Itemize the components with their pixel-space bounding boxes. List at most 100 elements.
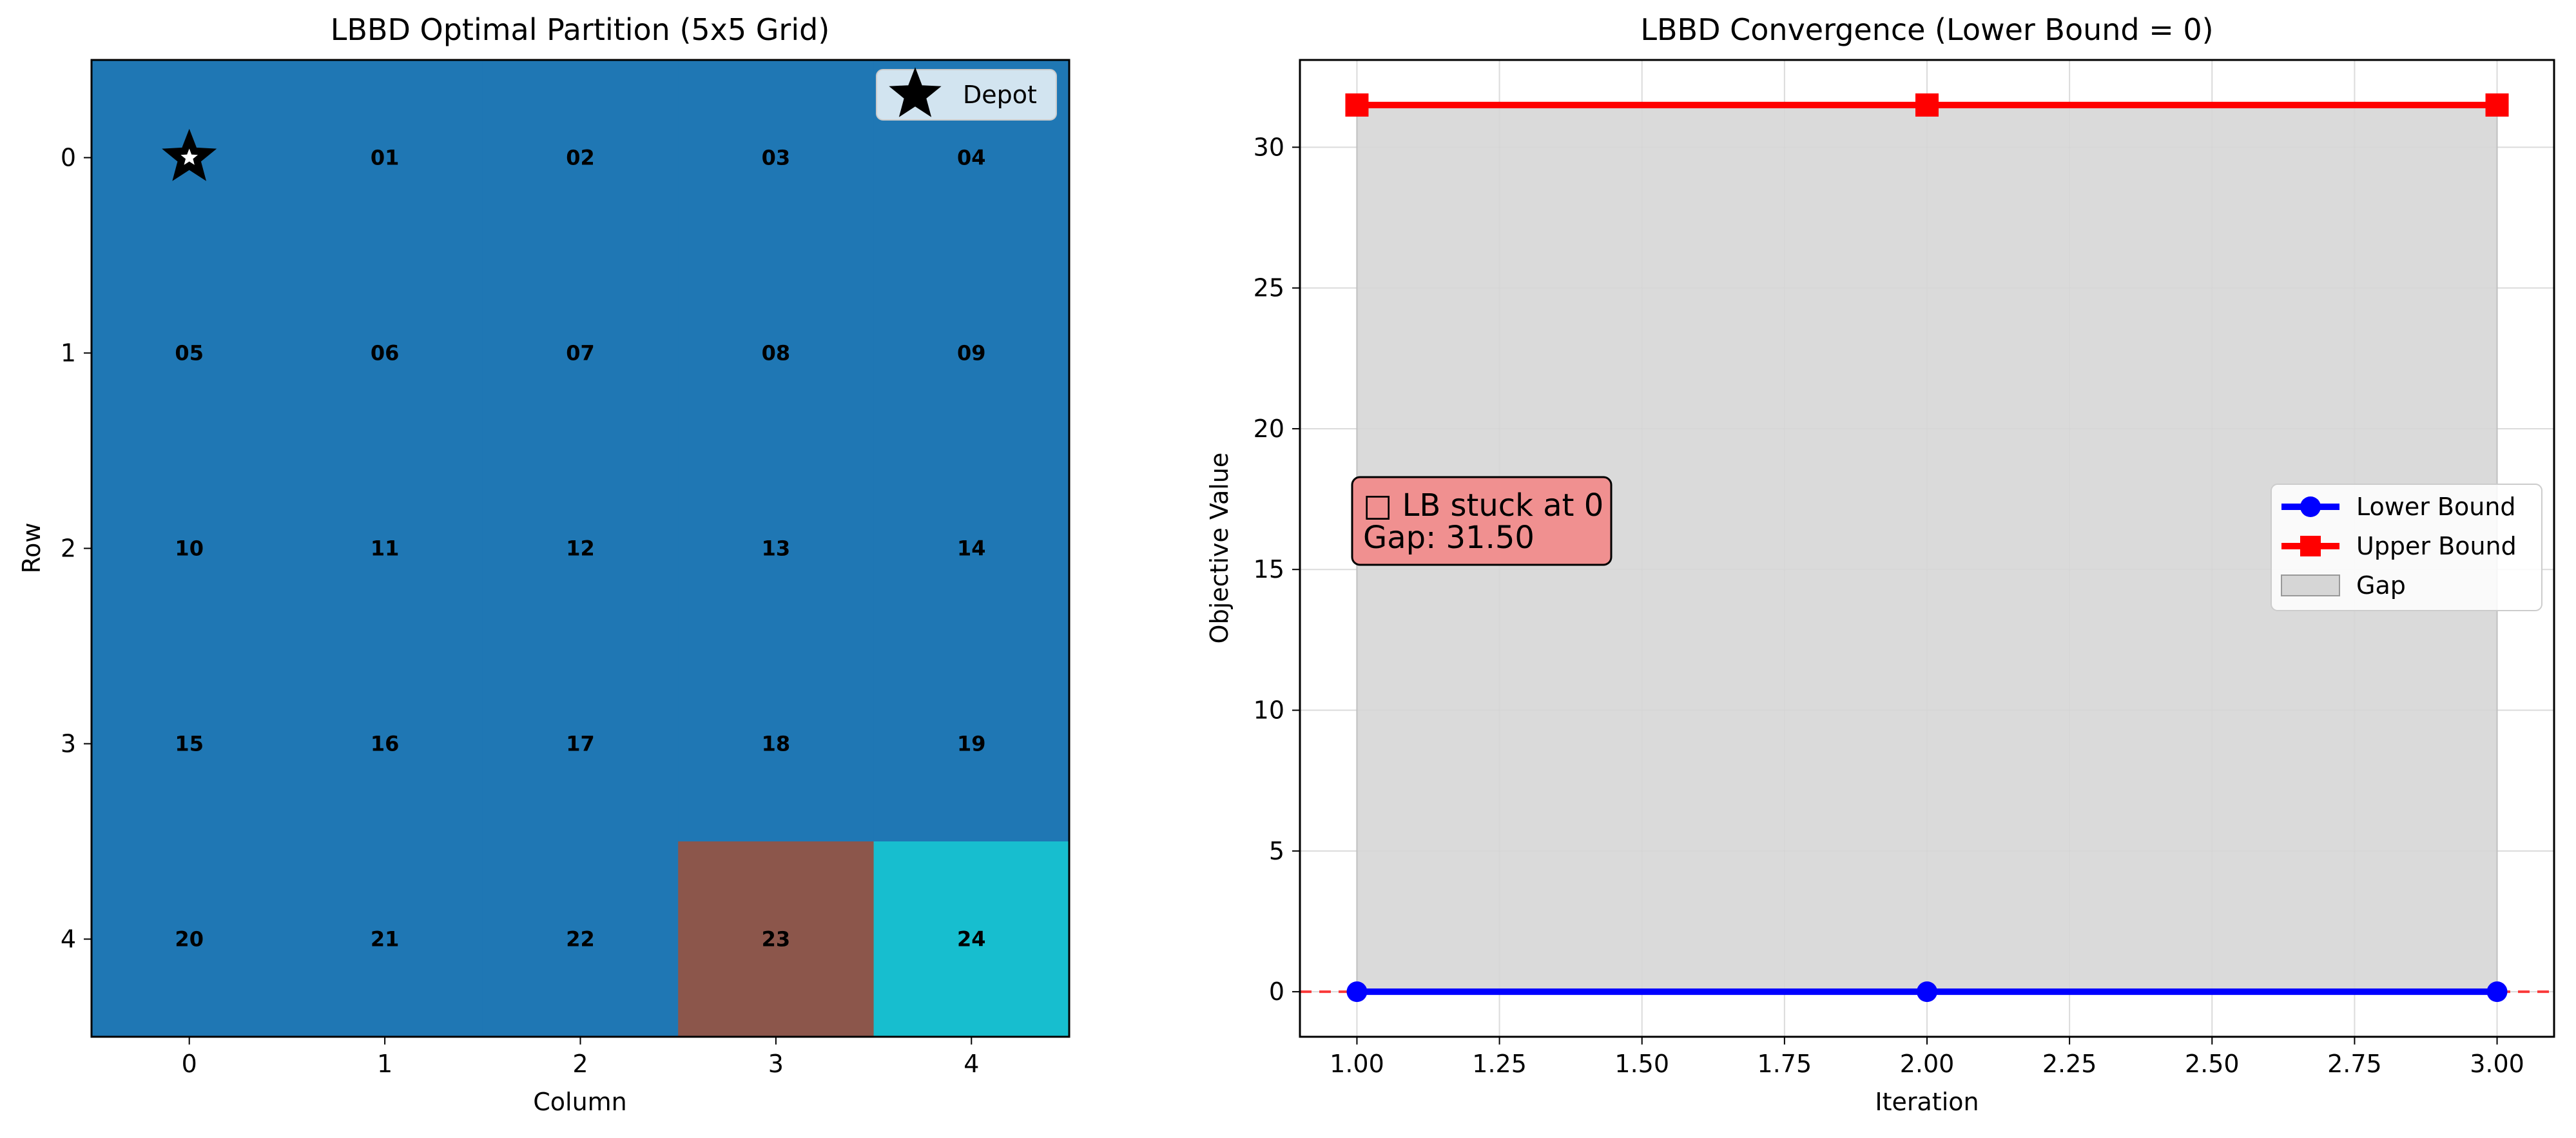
partition-legend: Depot bbox=[876, 67, 1057, 121]
x-tick-label: 1.25 bbox=[1472, 1050, 1527, 1078]
grid-cell bbox=[678, 646, 875, 842]
grid-cell bbox=[92, 646, 287, 842]
cell-label: 15 bbox=[175, 732, 204, 756]
upper-bound-point bbox=[1345, 93, 1369, 117]
y-tick-label: 25 bbox=[1254, 274, 1284, 302]
cell-label: 18 bbox=[762, 732, 791, 756]
grid-cell bbox=[873, 841, 1070, 1037]
cell-label: 24 bbox=[957, 927, 986, 952]
cell-label: 20 bbox=[175, 927, 204, 952]
x-tick-label: 2.25 bbox=[2042, 1050, 2097, 1078]
grid-cell bbox=[482, 255, 679, 451]
grid-cell bbox=[92, 451, 287, 647]
grid-cell bbox=[287, 451, 483, 647]
lower-bound-point bbox=[1346, 981, 1368, 1003]
partition-cells bbox=[92, 60, 1070, 1037]
cell-label: 17 bbox=[566, 732, 595, 756]
convergence-ylabel: Objective Value bbox=[1205, 453, 1234, 644]
y-tick-label: 10 bbox=[1254, 696, 1284, 725]
partition-title: LBBD Optimal Partition (5x5 Grid) bbox=[331, 12, 830, 47]
y-tick-label: 4 bbox=[61, 925, 76, 954]
grid-cell bbox=[873, 646, 1070, 842]
grid-cell bbox=[482, 646, 679, 842]
cell-label: 12 bbox=[566, 536, 595, 561]
annotation-line-1: □ LB stuck at 0 bbox=[1363, 487, 1603, 524]
x-tick-label: 2.50 bbox=[2185, 1050, 2240, 1078]
x-tick-label: 3.00 bbox=[2470, 1050, 2524, 1078]
cell-label: 14 bbox=[957, 536, 986, 561]
grid-cell bbox=[92, 841, 287, 1037]
convergence-chart: LBBD Convergence (Lower Bound = 0) 1.00 1… bbox=[1205, 12, 2555, 1116]
grid-cell bbox=[482, 451, 679, 647]
cell-label: 13 bbox=[762, 536, 791, 561]
cell-label: 11 bbox=[371, 536, 400, 561]
cell-label: 16 bbox=[371, 732, 400, 756]
convergence-series bbox=[1345, 93, 2509, 1003]
y-tick-label: 15 bbox=[1254, 555, 1284, 584]
y-tick-label: 2 bbox=[61, 535, 76, 563]
cell-label: 09 bbox=[957, 341, 986, 366]
cell-labels: 01 02 03 04 05 06 07 08 09 10 11 12 13 14 15 16 17 18 19 20… bbox=[162, 128, 986, 952]
cell-label: 03 bbox=[762, 146, 791, 170]
lower-bound-point bbox=[1917, 981, 1937, 1003]
y-tick-label: 20 bbox=[1254, 415, 1284, 443]
cell-label: 23 bbox=[762, 927, 791, 952]
x-tick-label: 1.50 bbox=[1614, 1050, 1669, 1078]
x-tick-label: 0 bbox=[182, 1050, 197, 1078]
cell-label: 10 bbox=[175, 536, 204, 561]
legend-upper-bound-marker bbox=[2300, 536, 2321, 556]
y-tick-label: 3 bbox=[61, 730, 76, 758]
cell-label: 04 bbox=[957, 146, 986, 170]
grid-cell bbox=[287, 646, 483, 842]
star-icon bbox=[889, 67, 942, 117]
grid-cell bbox=[287, 255, 483, 451]
cell-label: 08 bbox=[762, 341, 791, 366]
legend-lower-bound-marker bbox=[2300, 496, 2321, 517]
cell-label: 01 bbox=[371, 146, 400, 170]
legend-depot-label: Depot bbox=[963, 81, 1037, 109]
partition-xlabel: Column bbox=[533, 1088, 627, 1116]
cell-label: 02 bbox=[566, 146, 595, 170]
grid-cell bbox=[678, 60, 875, 256]
legend-lower-bound-label: Lower Bound bbox=[2356, 493, 2516, 521]
grid-cell bbox=[287, 841, 483, 1037]
partition-chart: LBBD Optimal Partition (5x5 Grid) 01 02 03… bbox=[17, 12, 1070, 1116]
cell-label: 21 bbox=[371, 927, 400, 952]
cell-label: 05 bbox=[175, 341, 204, 366]
cell-label: 07 bbox=[566, 341, 595, 366]
upper-bound-point bbox=[2485, 93, 2509, 117]
x-tick-label: 1.75 bbox=[1758, 1050, 1812, 1078]
upper-bound-point bbox=[1915, 93, 1939, 117]
annotation-box: □ LB stuck at 0 Gap: 31.50 bbox=[1351, 476, 1612, 566]
grid-cell bbox=[482, 60, 679, 256]
annotation-background bbox=[1351, 476, 1612, 566]
grid-cell bbox=[678, 841, 875, 1037]
grid-cell bbox=[287, 60, 483, 256]
x-tick-label: 2.75 bbox=[2327, 1050, 2382, 1078]
x-tick-label: 2 bbox=[572, 1050, 588, 1078]
legend-gap-label: Gap bbox=[2356, 571, 2406, 600]
depot-star-inner-icon bbox=[180, 148, 198, 165]
grid-cell bbox=[678, 451, 875, 647]
y-tick-label: 0 bbox=[61, 144, 76, 172]
legend-upper-bound-label: Upper Bound bbox=[2356, 532, 2517, 560]
lower-bound-point bbox=[2486, 981, 2508, 1003]
grid-cell bbox=[482, 841, 679, 1037]
grid-cell bbox=[92, 255, 287, 451]
y-tick-label: 30 bbox=[1254, 133, 1284, 161]
y-tick-label: 5 bbox=[1269, 837, 1284, 865]
y-tick-label: 1 bbox=[61, 339, 76, 368]
grid-cell bbox=[873, 451, 1070, 647]
y-tick-label: 0 bbox=[1269, 977, 1284, 1006]
convergence-legend: Lower Bound Upper Bound Gap bbox=[2271, 484, 2542, 611]
grid-cell bbox=[678, 255, 875, 451]
convergence-xlabel: Iteration bbox=[1875, 1088, 1979, 1116]
legend-gap-swatch bbox=[2281, 574, 2340, 596]
cell-label: 22 bbox=[566, 927, 595, 952]
convergence-ticks: 1.00 1.25 1.50 1.75 2.00 2.25 2.50 2.75 3.00 0 5 10… bbox=[1254, 133, 2524, 1078]
cell-label: 06 bbox=[371, 341, 400, 366]
annotation-line-2: Gap: 31.50 bbox=[1363, 520, 1535, 556]
grid-cell bbox=[873, 255, 1070, 451]
